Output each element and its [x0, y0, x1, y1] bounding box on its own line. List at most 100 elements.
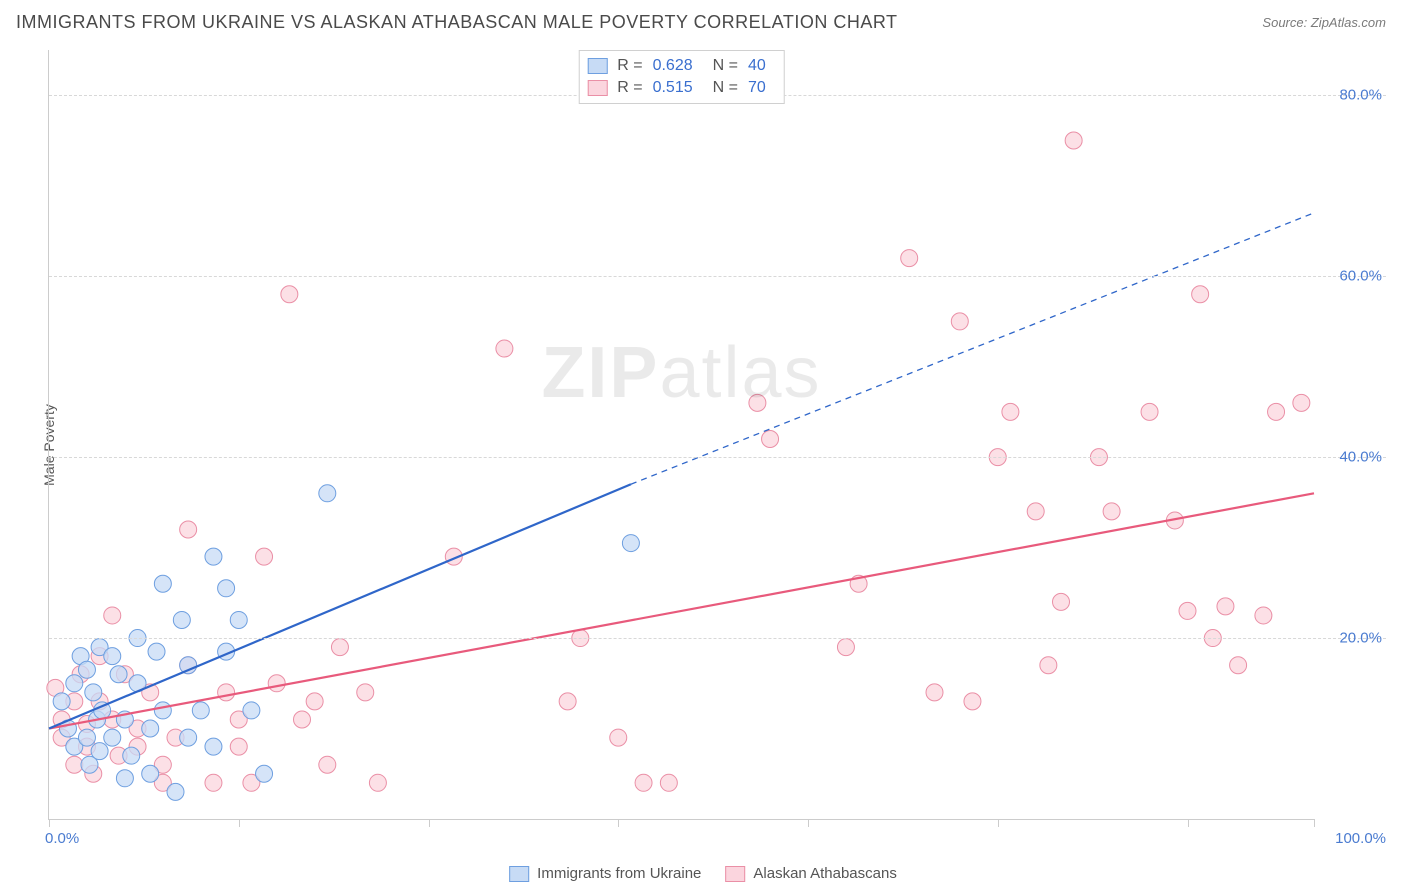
source-credit: Source: ZipAtlas.com: [1262, 15, 1386, 30]
scatter-point: [1217, 598, 1234, 615]
scatter-point: [1053, 593, 1070, 610]
scatter-point: [951, 313, 968, 330]
scatter-point: [218, 580, 235, 597]
scatter-point: [78, 661, 95, 678]
stats-row-series-a: R = 0.628 N = 40: [587, 55, 776, 77]
scatter-point: [762, 431, 779, 448]
legend-item-a: Immigrants from Ukraine: [509, 865, 701, 882]
scatter-point: [660, 774, 677, 791]
scatter-point: [205, 548, 222, 565]
chart-title: IMMIGRANTS FROM UKRAINE VS ALASKAN ATHAB…: [16, 12, 898, 33]
swatch-series-a: [587, 58, 607, 74]
scatter-point: [78, 729, 95, 746]
scatter-point: [319, 756, 336, 773]
scatter-point: [218, 684, 235, 701]
scatter-point: [306, 693, 323, 710]
r-value-b: 0.515: [653, 79, 693, 97]
scatter-point: [1027, 503, 1044, 520]
scatter-point: [104, 729, 121, 746]
scatter-point: [1040, 657, 1057, 674]
scatter-point: [104, 607, 121, 624]
x-min-label: 0.0%: [45, 830, 79, 847]
legend-item-b: Alaskan Athabascans: [725, 865, 896, 882]
scatter-point: [268, 675, 285, 692]
scatter-point: [901, 250, 918, 267]
x-tick: [429, 819, 430, 827]
scatter-point: [610, 729, 627, 746]
swatch-series-b: [587, 80, 607, 96]
x-tick: [1188, 819, 1189, 827]
scatter-point: [256, 765, 273, 782]
scatter-point: [1268, 403, 1285, 420]
n-value-b: 70: [748, 79, 766, 97]
x-tick: [49, 819, 50, 827]
scatter-point: [148, 643, 165, 660]
trend-line-a-extrapolated: [631, 213, 1314, 484]
scatter-point: [926, 684, 943, 701]
plot-area: R = 0.628 N = 40 R = 0.515 N = 70 ZIPatl…: [48, 50, 1314, 820]
scatter-point: [180, 729, 197, 746]
scatter-point: [635, 774, 652, 791]
scatter-point: [91, 743, 108, 760]
scatter-point: [749, 394, 766, 411]
trend-line-a: [49, 484, 631, 728]
r-value-a: 0.628: [653, 57, 693, 75]
r-label: R =: [617, 79, 642, 97]
y-tick-label: 80.0%: [1339, 87, 1382, 104]
scatter-point: [230, 611, 247, 628]
scatter-point: [357, 684, 374, 701]
legend-swatch-b: [725, 866, 745, 882]
y-tick-label: 40.0%: [1339, 449, 1382, 466]
scatter-point: [256, 548, 273, 565]
chart-container: Male Poverty R = 0.628 N = 40 R = 0.515 …: [48, 50, 1386, 840]
legend-swatch-a: [509, 866, 529, 882]
scatter-point: [331, 639, 348, 656]
scatter-point: [243, 702, 260, 719]
scatter-point: [1255, 607, 1272, 624]
scatter-point: [142, 765, 159, 782]
gridline: [49, 457, 1386, 458]
stats-legend: R = 0.628 N = 40 R = 0.515 N = 70: [578, 50, 785, 104]
scatter-point: [66, 756, 83, 773]
gridline: [49, 276, 1386, 277]
scatter-point: [1141, 403, 1158, 420]
source-value: ZipAtlas.com: [1311, 15, 1386, 30]
scatter-point: [110, 666, 127, 683]
n-label: N =: [713, 57, 738, 75]
scatter-point: [496, 340, 513, 357]
n-value-a: 40: [748, 57, 766, 75]
scatter-point: [154, 702, 171, 719]
scatter-point: [167, 783, 184, 800]
header-row: IMMIGRANTS FROM UKRAINE VS ALASKAN ATHAB…: [0, 0, 1406, 41]
n-label: N =: [713, 79, 738, 97]
legend-label-a: Immigrants from Ukraine: [537, 865, 701, 882]
scatter-point: [1065, 132, 1082, 149]
scatter-point: [837, 639, 854, 656]
scatter-point: [205, 738, 222, 755]
y-tick-label: 60.0%: [1339, 268, 1382, 285]
gridline: [49, 638, 1386, 639]
scatter-point: [1230, 657, 1247, 674]
scatter-svg: [49, 50, 1314, 819]
scatter-point: [230, 738, 247, 755]
x-tick: [239, 819, 240, 827]
scatter-point: [1192, 286, 1209, 303]
scatter-point: [104, 648, 121, 665]
scatter-point: [53, 693, 70, 710]
scatter-point: [123, 747, 140, 764]
scatter-point: [1103, 503, 1120, 520]
scatter-point: [192, 702, 209, 719]
scatter-point: [559, 693, 576, 710]
x-tick: [1314, 819, 1315, 827]
x-tick: [998, 819, 999, 827]
scatter-point: [622, 535, 639, 552]
scatter-point: [369, 774, 386, 791]
scatter-point: [66, 675, 83, 692]
scatter-point: [1293, 394, 1310, 411]
y-tick-label: 20.0%: [1339, 630, 1382, 647]
x-max-label: 100.0%: [1335, 830, 1386, 847]
scatter-point: [173, 611, 190, 628]
scatter-point: [964, 693, 981, 710]
x-tick: [618, 819, 619, 827]
trend-line-b: [49, 493, 1314, 728]
